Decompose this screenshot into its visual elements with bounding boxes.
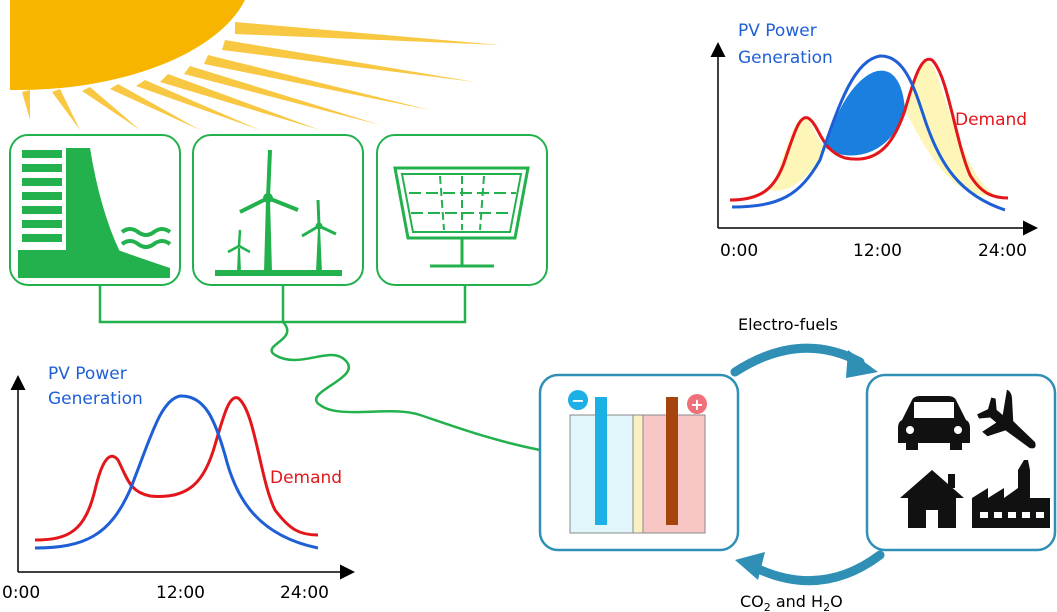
electro-fuels-arrow <box>730 343 878 378</box>
chart-top-pv-label-1: PV Power <box>738 21 817 41</box>
chart-top-pv-line <box>731 54 1006 212</box>
hydro-dam-icon <box>18 148 172 278</box>
chart-bottom-tick-12: 12:00 <box>156 583 205 603</box>
solar-box <box>376 134 548 286</box>
uses-box <box>865 373 1057 552</box>
chart-bottom-tick-0: 0:00 <box>2 583 40 603</box>
chart-bottom-pv-label-2: Generation <box>48 389 143 409</box>
chart-top-tick-12: 12:00 <box>853 241 902 261</box>
chart-top-demand-line <box>729 57 1009 202</box>
battery-cell-icon: − + <box>568 390 707 534</box>
airplane-icon <box>977 389 1036 449</box>
battery-minus-terminal <box>568 390 588 410</box>
chart-bottom-pv-label-1: PV Power <box>48 364 127 384</box>
chart-top-deficit-area-right <box>905 62 995 196</box>
battery-box: − + <box>538 373 740 552</box>
chart-bottom-tick-24: 24:00 <box>280 583 329 603</box>
chart-top: PV Power Generation Demand 0:00 12:00 24… <box>710 21 1038 261</box>
co2-h2o-label: CO2 and H2O <box>740 592 843 612</box>
battery-minus-sign: − <box>571 391 584 410</box>
house-icon <box>900 470 964 528</box>
factory-icon <box>972 460 1050 528</box>
chart-bottom-demand-label: Demand <box>270 468 342 488</box>
chart-bottom: PV Power Generation Demand 0:00 12:00 24… <box>2 364 355 603</box>
chart-top-deficit-area-left <box>770 117 826 191</box>
electro-fuels-label: Electro-fuels <box>738 315 838 334</box>
battery-plus-terminal <box>687 394 707 414</box>
chart-top-pv-label-2: Generation <box>738 48 833 68</box>
battery-plus-sign: + <box>690 395 703 414</box>
chart-bottom-demand-line <box>34 396 319 542</box>
sun-icon <box>10 0 500 130</box>
hydro-box <box>9 134 181 286</box>
grid-connector <box>98 285 541 452</box>
chart-top-demand-label: Demand <box>955 110 1027 130</box>
wind-turbine-icon <box>215 149 342 276</box>
chart-top-tick-0: 0:00 <box>720 241 758 261</box>
chart-bottom-pv-line <box>34 394 319 550</box>
chart-top-surplus-area <box>826 70 905 156</box>
wind-box <box>192 134 364 286</box>
solar-panel-icon <box>393 166 530 268</box>
chart-top-tick-24: 24:00 <box>978 241 1027 261</box>
co2-h2o-arrow <box>735 550 885 586</box>
car-icon <box>898 396 970 450</box>
